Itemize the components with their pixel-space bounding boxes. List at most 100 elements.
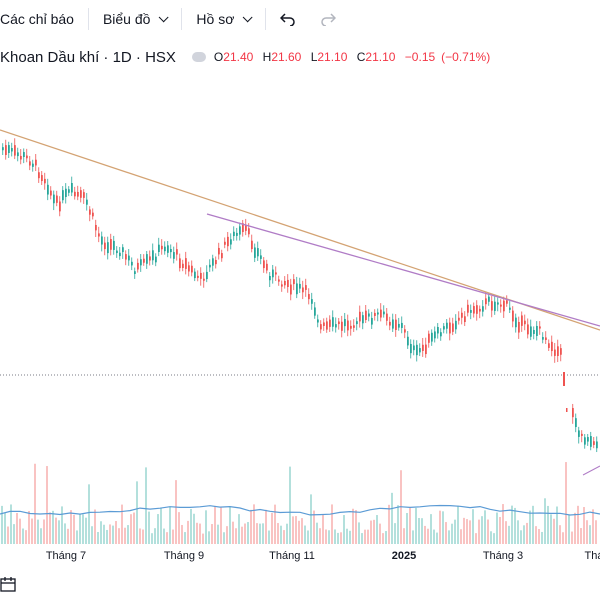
candle-body (464, 316, 466, 323)
candle-body (179, 258, 181, 269)
candle-body (449, 322, 451, 334)
volume-bar (202, 533, 204, 544)
candle-body (326, 321, 328, 330)
volume-bar (520, 530, 522, 544)
volume-bar (589, 525, 591, 544)
volume-bar (235, 528, 237, 544)
candle-body (257, 248, 259, 257)
volume-bar (499, 517, 501, 544)
price-chart[interactable] (0, 70, 600, 544)
open-value: 21.40 (223, 50, 254, 64)
volume-bar (559, 525, 561, 544)
candle-body (434, 331, 436, 339)
volume-bar (565, 462, 567, 544)
change-percent: (−0.71%) (441, 50, 491, 64)
volume-bar (358, 522, 360, 544)
candle-body (227, 236, 229, 247)
volume-bar (508, 525, 510, 544)
candle-body (245, 224, 247, 231)
volume-bar (475, 533, 477, 544)
volume-bar (430, 514, 432, 544)
volume-bar (4, 512, 6, 544)
volume-bar (7, 526, 9, 544)
candle-body (2, 147, 4, 151)
candle-body (566, 408, 568, 412)
profile-button[interactable]: Hồ sơ (182, 0, 265, 38)
candle-body (401, 322, 403, 328)
volume-bar (484, 510, 486, 544)
redo-button[interactable] (308, 0, 348, 38)
candle-body (209, 264, 211, 268)
candle-body (455, 320, 457, 330)
volume-bar (139, 528, 141, 544)
chevron-down-icon (159, 11, 169, 22)
symbol-title[interactable]: Khoan Dầu khí · 1D · HSX (0, 48, 176, 66)
volume-bar (436, 532, 438, 544)
candle-body (38, 172, 40, 179)
volume-bar (550, 514, 552, 544)
candle-body (371, 317, 373, 325)
candle-body (383, 311, 385, 315)
candle-body (218, 247, 220, 255)
volume-bar (154, 528, 156, 544)
close-label: C (356, 50, 366, 64)
candle-body (203, 278, 205, 281)
candle-body (572, 408, 574, 418)
volume-bar (460, 529, 462, 544)
candle-body (473, 306, 475, 314)
candle-body (437, 326, 439, 334)
candle-body (26, 155, 28, 159)
volume-bar (445, 522, 447, 544)
candle-body (461, 312, 463, 318)
volume-bar (25, 530, 27, 544)
volume-bar (40, 528, 42, 544)
candle-body (425, 344, 427, 355)
volume-bar (316, 522, 318, 544)
candle-body (20, 155, 22, 160)
volume-bar (94, 509, 96, 544)
candle-body (527, 324, 529, 335)
redo-icon (321, 13, 337, 26)
candle-body (242, 223, 244, 233)
candle-body (92, 212, 94, 217)
volume-bar (463, 517, 465, 544)
volume-bar (91, 526, 93, 544)
undo-button[interactable] (266, 0, 308, 38)
trend-line (206, 213, 600, 327)
candle-body (560, 348, 562, 355)
candle-body (575, 418, 577, 428)
volume-bar (142, 529, 144, 544)
volume-bar (367, 529, 369, 544)
volume-bar (568, 514, 570, 544)
chart-type-button[interactable]: Biểu đồ (89, 0, 181, 38)
volume-bar (373, 519, 375, 544)
volume-bar (160, 508, 162, 544)
profile-label: Hồ sơ (196, 11, 235, 27)
volume-bar (19, 518, 21, 544)
candle-body (101, 236, 103, 245)
candle-body (518, 321, 520, 333)
volume-bar (382, 533, 384, 544)
candle-body (176, 249, 178, 255)
candle-body (581, 433, 583, 436)
volume-bar (439, 510, 441, 544)
volume-bar (469, 520, 471, 544)
candle-body (164, 246, 166, 252)
candle-body (506, 300, 508, 304)
candle-body (11, 148, 13, 152)
volume-bar (217, 524, 219, 544)
volume-bar (259, 523, 261, 544)
volume-bar (301, 518, 303, 544)
eye-icon[interactable] (191, 52, 206, 62)
candle-body (197, 275, 199, 278)
volume-bar (442, 511, 444, 544)
chart-type-label: Biểu đồ (102, 11, 151, 27)
calendar-icon[interactable] (0, 576, 16, 592)
volume-bar (424, 525, 426, 544)
candle-body (389, 321, 391, 326)
indicators-button[interactable]: Các chỉ báo (0, 0, 88, 38)
candle-body (254, 247, 256, 258)
volume-bar (583, 507, 585, 544)
candle-body (296, 283, 298, 295)
volume-bar (190, 508, 192, 544)
